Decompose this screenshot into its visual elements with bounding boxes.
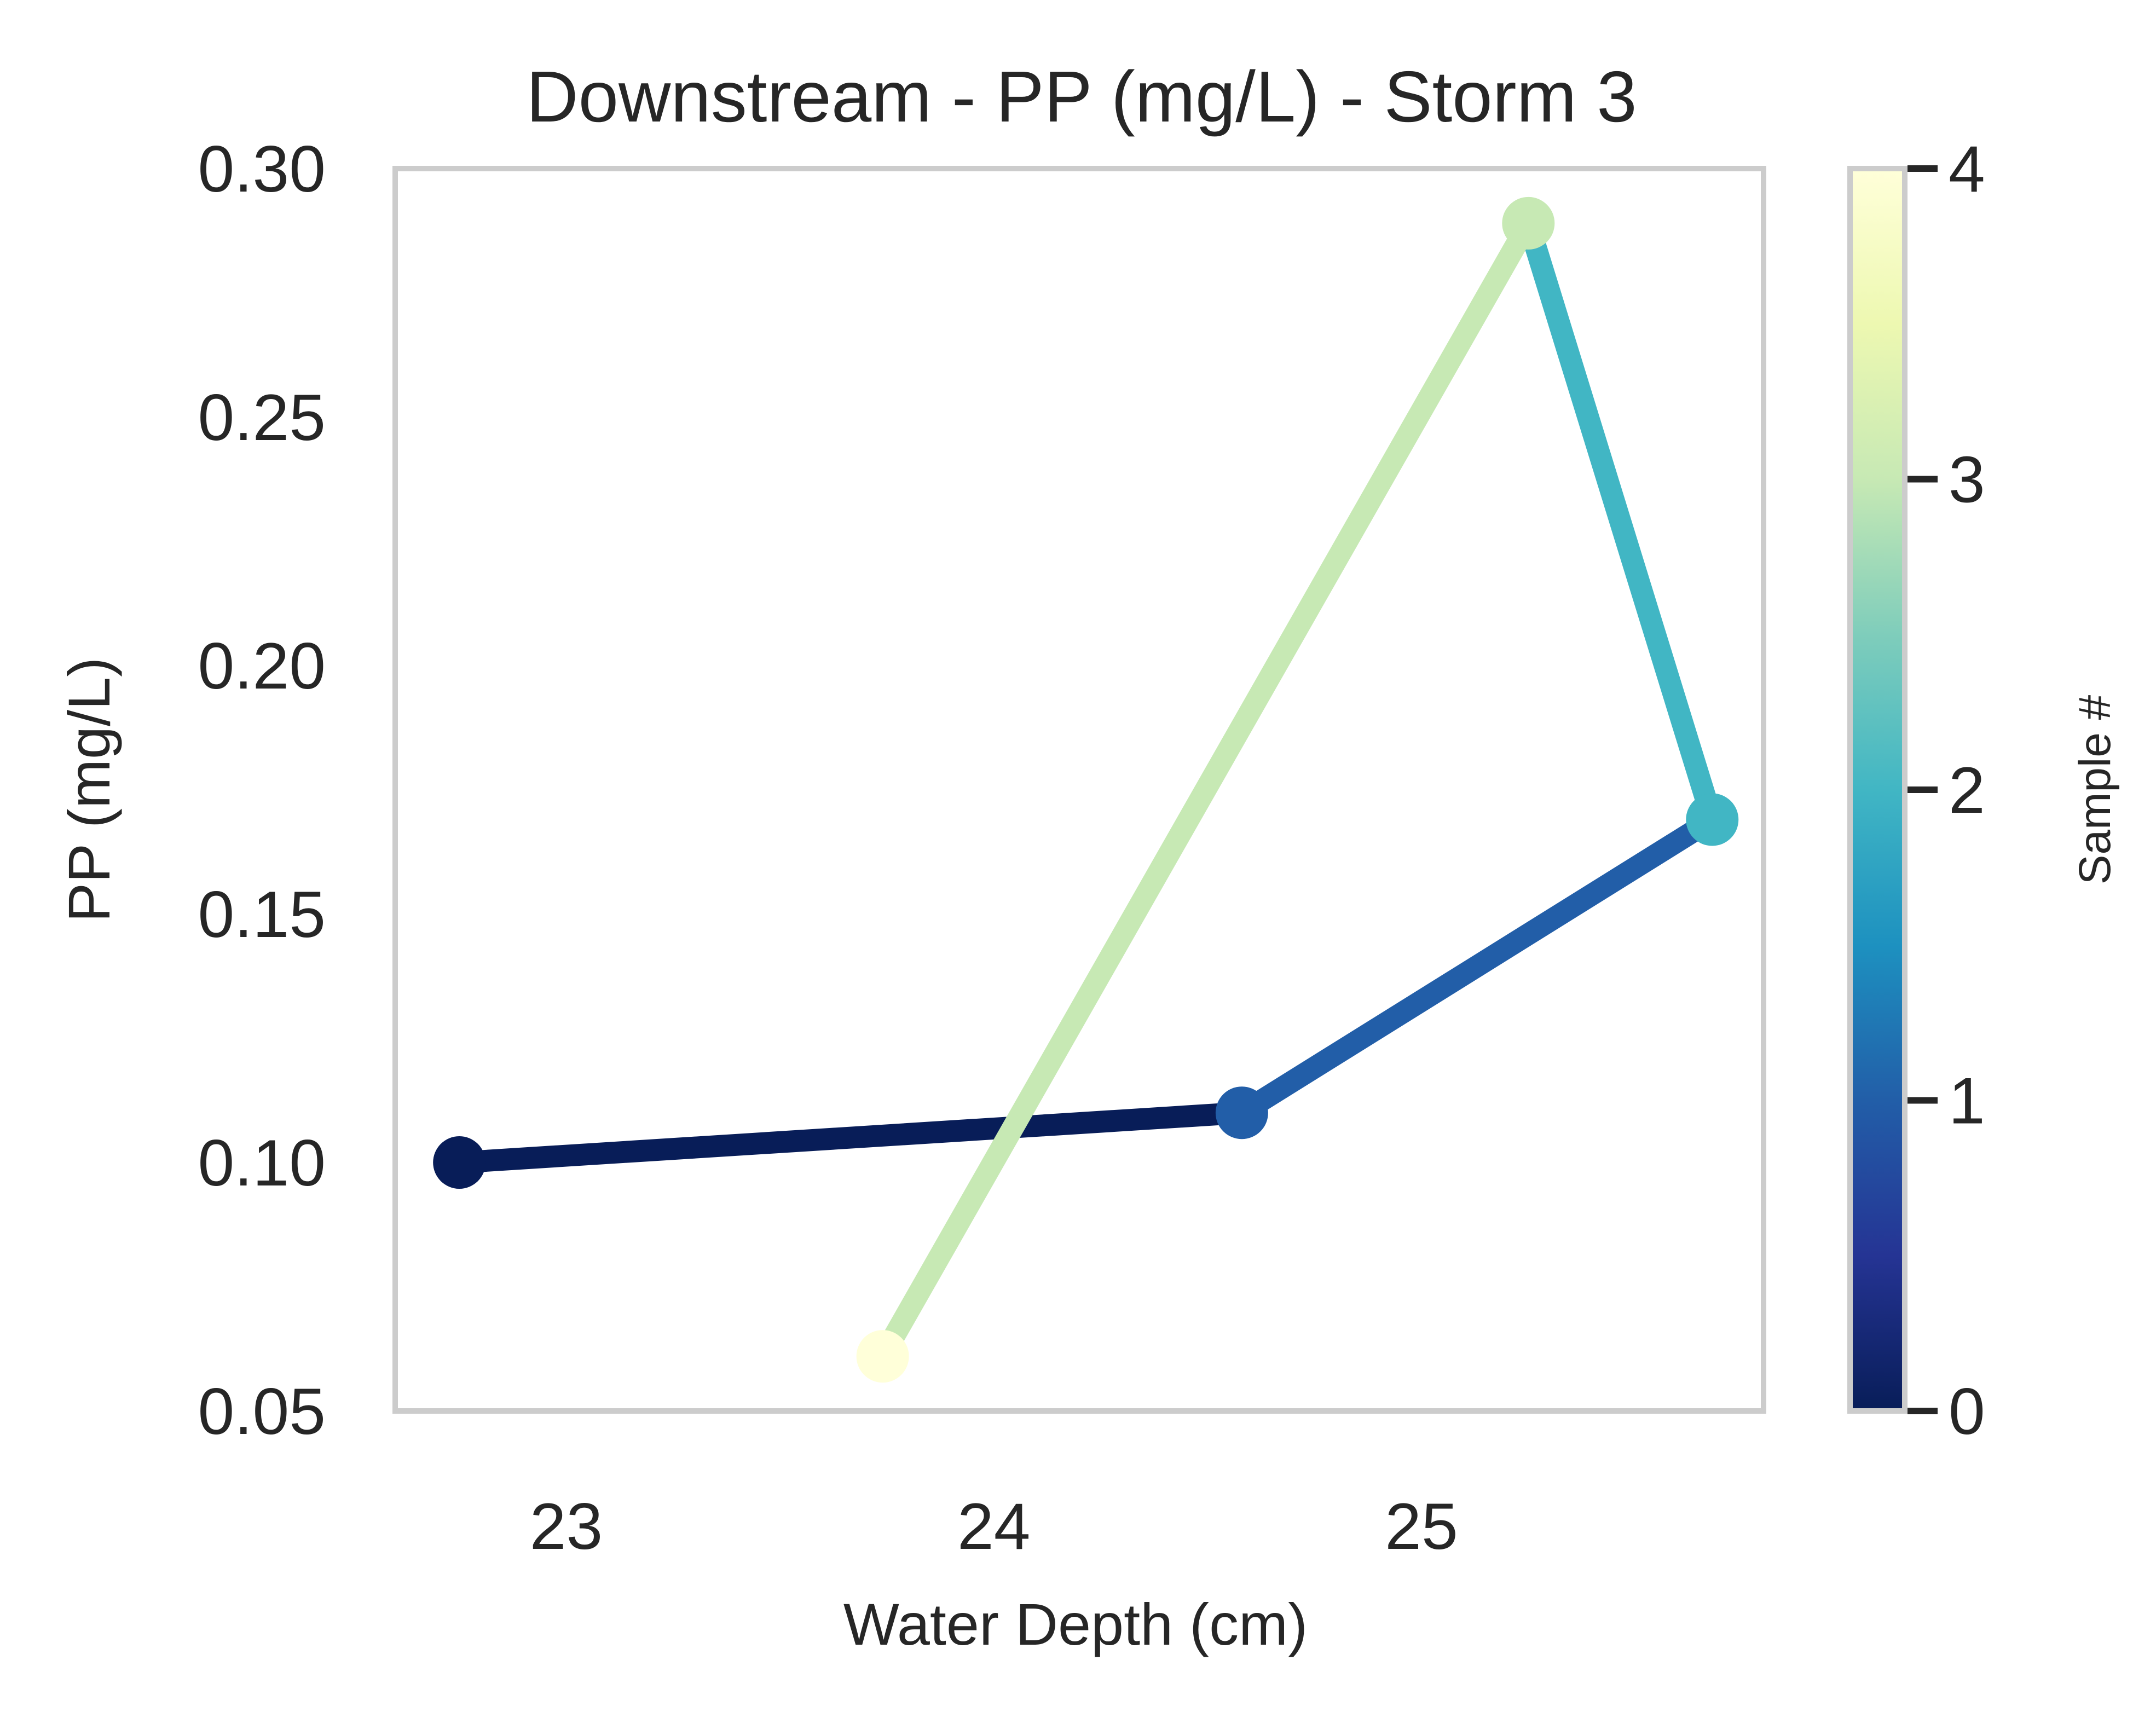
y-axis-ticks: 0.05 0.10 0.15 0.20 0.25 0.30 [198, 132, 326, 1448]
colorbar-tick-label: 1 [1949, 1065, 1985, 1138]
colorbar-tick-label: 2 [1949, 754, 1985, 827]
colorbar-label: Sample # [2070, 695, 2120, 884]
y-tick-label: 0.15 [198, 878, 326, 951]
x-axis-ticks: 23 24 25 [530, 1490, 1458, 1563]
y-tick-label: 0.25 [198, 381, 326, 454]
y-tick-label: 0.30 [198, 132, 326, 206]
colorbar-tick-label: 4 [1949, 132, 1985, 206]
line-segment-2 [1518, 219, 1723, 823]
data-point-3 [1502, 196, 1555, 250]
data-line [458, 217, 1723, 1362]
line-segment-1 [1236, 810, 1718, 1123]
data-point-0 [433, 1136, 486, 1189]
y-tick-label: 0.10 [198, 1126, 326, 1200]
x-axis-label: Water Depth (cm) [843, 1591, 1308, 1657]
colorbar-tick-label: 3 [1949, 443, 1985, 517]
x-tick-label: 23 [530, 1490, 603, 1563]
line-segment-0 [458, 1102, 1243, 1173]
y-axis-label: PP (mg/L) [56, 657, 122, 922]
line-segment-3 [873, 217, 1538, 1362]
colorbar [1847, 166, 1908, 1414]
colorbar-ticks: 0 1 2 3 4 [1908, 132, 1985, 1448]
x-tick-label: 25 [1385, 1490, 1458, 1563]
plot-area [392, 166, 1766, 1414]
y-tick-label: 0.20 [198, 629, 326, 703]
y-tick-label: 0.05 [198, 1375, 326, 1448]
data-point-1 [1215, 1086, 1268, 1140]
data-point-2 [1686, 793, 1739, 846]
colorbar-tick-label: 0 [1949, 1375, 1985, 1448]
data-points [433, 196, 1739, 1383]
x-tick-label: 24 [957, 1490, 1030, 1563]
data-point-4 [856, 1330, 909, 1383]
chart-title: Downstream - PP (mg/L) - Storm 3 [526, 56, 1637, 137]
